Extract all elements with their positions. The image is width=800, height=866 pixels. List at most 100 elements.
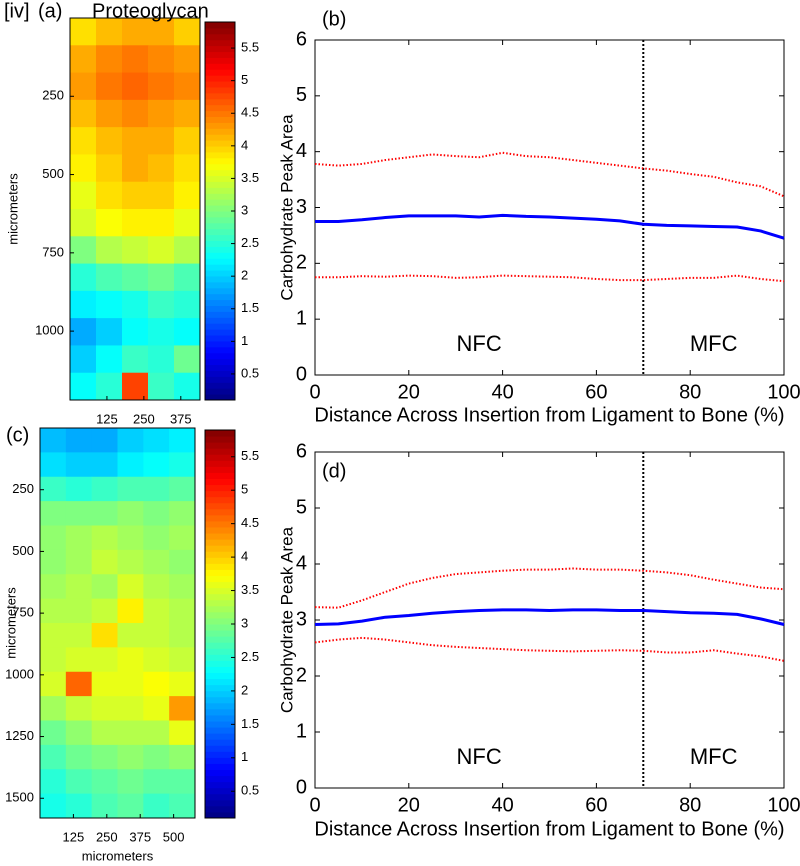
heatmap-cell	[117, 623, 144, 648]
colorbar-segment	[205, 624, 235, 631]
heatmap-cell	[91, 720, 118, 746]
x-tick-label: 100	[767, 794, 800, 816]
heatmap-cell	[91, 501, 118, 526]
colorbar-tick-label: 0.5	[241, 783, 259, 798]
y-tick-label: 2	[296, 664, 307, 686]
heatmap-cell	[174, 263, 201, 292]
colorbar-segment	[205, 672, 235, 680]
heatmap-cell	[96, 181, 123, 210]
heatmap-cell	[143, 671, 170, 697]
heatmap-cell	[174, 127, 201, 155]
heatmap-cell	[96, 236, 123, 265]
colorbar-segment	[205, 460, 235, 467]
heatmap-cell	[91, 549, 118, 575]
colorbar-segment	[205, 181, 235, 188]
x-tick-label: 40	[491, 794, 513, 816]
heatmap-cell	[148, 45, 175, 74]
colorbar-segment	[205, 187, 235, 194]
y-tick-label: 5	[296, 84, 307, 106]
colorbar-tick-label: 2	[241, 682, 248, 697]
y-tick-label: 750	[12, 605, 34, 620]
x-tick-label: 125	[63, 829, 85, 844]
x-axis-label: micrometers	[82, 848, 154, 863]
heatmap-cell	[122, 154, 149, 183]
heatmap-cell	[143, 647, 170, 673]
colorbar-tick-label: 5	[241, 482, 248, 497]
colorbar-segment	[205, 611, 235, 619]
y-tick-label: 4	[296, 552, 307, 574]
heatmap-cell	[40, 671, 67, 697]
heatmap-cell	[96, 345, 123, 374]
colorbar-segment	[205, 799, 235, 807]
chart-title: Proteoglycan	[92, 0, 209, 22]
x-tick-label: 375	[170, 411, 192, 426]
colorbar-segment	[205, 533, 235, 540]
heatmap-cell	[143, 574, 170, 600]
heatmap-cell	[40, 793, 67, 819]
heatmap-cell	[169, 501, 196, 526]
colorbar-segment	[205, 110, 235, 117]
heatmap-cell	[65, 696, 93, 721]
x-tick-label: 80	[679, 381, 701, 403]
heatmap-cell	[40, 549, 67, 575]
colorbar-segment	[205, 654, 235, 661]
colorbar-segment	[205, 252, 235, 259]
colorbar-segment	[205, 793, 235, 801]
colorbar-segment	[205, 696, 235, 704]
colorbar-segment	[205, 805, 235, 813]
colorbar-segment	[205, 104, 235, 112]
x-tick-label: 60	[585, 794, 607, 816]
heatmap-cell	[65, 720, 93, 746]
x-tick-label: 0	[309, 794, 320, 816]
heatmap-cell	[148, 345, 175, 374]
colorbar-segment	[205, 116, 235, 123]
colorbar-tick-label: 3	[241, 202, 248, 217]
heatmap-cell	[70, 318, 97, 346]
heatmap-cell	[174, 345, 201, 374]
y-tick-label: 1000	[5, 666, 34, 681]
heatmap-cell	[96, 154, 123, 183]
heatmap-cell	[65, 623, 93, 648]
y-tick-label: 2	[296, 252, 307, 274]
heatmap-cell	[169, 623, 196, 648]
colorbar-segment	[205, 436, 235, 443]
y-axis-label: micrometers	[3, 587, 18, 659]
heatmap-cell	[117, 574, 144, 600]
colorbar-tick-label: 3	[241, 615, 248, 630]
heatmap-cell	[70, 45, 97, 74]
heatmap-cell	[65, 428, 93, 453]
colorbar-segment	[205, 617, 235, 625]
heatmap-cell	[65, 744, 93, 770]
colorbar-segment	[205, 454, 235, 461]
colorbar-segment	[205, 575, 235, 583]
colorbar-segment	[205, 382, 235, 389]
colorbar-segment	[205, 527, 235, 534]
y-tick-label: 1250	[5, 728, 34, 743]
heatmap-cell	[91, 793, 118, 819]
heatmap-cell	[65, 476, 93, 502]
heatmap-cell	[148, 127, 175, 155]
colorbar-segment	[205, 323, 235, 330]
heatmap-cell	[169, 671, 196, 697]
colorbar-segment	[205, 293, 235, 301]
heatmap-cell	[91, 428, 118, 453]
x-tick-label: 375	[129, 829, 151, 844]
heatmap-cell	[40, 769, 67, 795]
heatmap-cell	[117, 598, 144, 624]
heatmap-cell	[143, 720, 170, 746]
colorbar-segment	[205, 636, 235, 643]
heatmap-cell	[70, 154, 97, 183]
heatmap-cell	[174, 99, 201, 128]
heatmap-cell	[122, 236, 149, 265]
colorbar-segment	[205, 502, 235, 510]
heatmap-cell	[70, 236, 97, 265]
colorbar-segment	[205, 490, 235, 498]
colorbar-tick-label: 1.5	[241, 300, 259, 315]
colorbar-segment	[205, 739, 235, 746]
heatmap-cell	[122, 127, 149, 155]
colorbar-segment	[205, 211, 235, 218]
heatmap-cell	[96, 127, 123, 155]
heatmap-cell	[40, 525, 67, 551]
x-tick-label: 0	[309, 381, 320, 403]
